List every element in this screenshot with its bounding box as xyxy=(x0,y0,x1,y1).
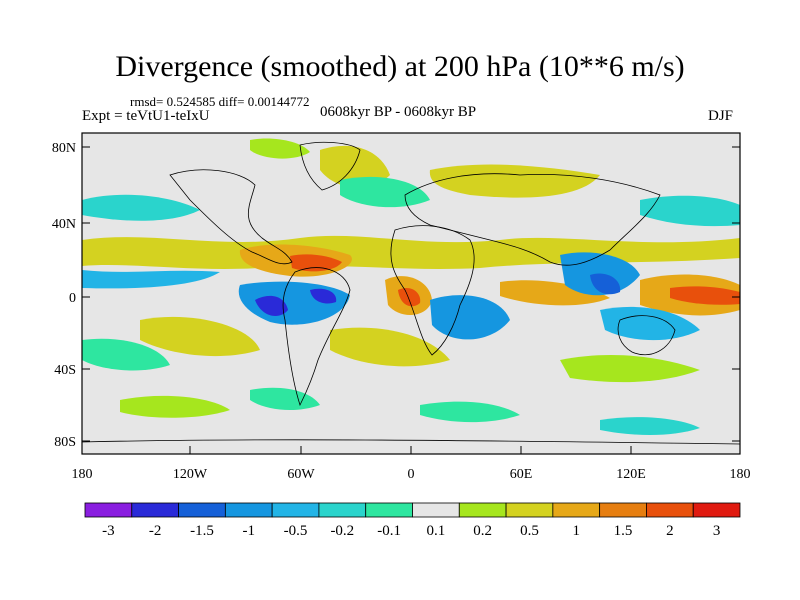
colorbar-swatch xyxy=(505,502,554,518)
field-patch xyxy=(82,338,170,371)
colorbar-label: -0.2 xyxy=(330,523,354,539)
coastline-australia xyxy=(617,315,676,356)
lat-tick-label: 40S xyxy=(54,363,76,378)
colorbar-label: 2 xyxy=(666,523,674,539)
colorbar-label: 0.5 xyxy=(520,523,539,539)
field-patch xyxy=(640,195,740,227)
field-patch xyxy=(255,295,288,316)
coastlines xyxy=(82,141,740,445)
field-patch xyxy=(670,286,740,305)
lon-tick-label: 180 xyxy=(72,467,93,482)
field-patch xyxy=(429,164,600,198)
colorbar-swatch xyxy=(131,502,179,518)
colorbar-swatch xyxy=(552,502,601,518)
colorbar-swatch xyxy=(365,502,413,518)
lon-tick-label: 120W xyxy=(173,467,208,482)
field-patch xyxy=(82,270,220,289)
field-patch xyxy=(250,138,310,159)
lon-tick-label: 60E xyxy=(510,467,533,482)
field-patch xyxy=(600,417,700,435)
field-patch xyxy=(430,295,510,340)
field-patch xyxy=(340,176,430,208)
colorbar-label: -2 xyxy=(149,523,162,539)
colorbar-label: -0.1 xyxy=(377,523,401,539)
colorbar-label: -1 xyxy=(243,523,256,539)
colorbar-label: 0.2 xyxy=(473,523,492,539)
field-patch xyxy=(420,401,520,423)
field-patch xyxy=(600,306,700,341)
divergence-field xyxy=(82,133,740,454)
colorbar-swatch xyxy=(692,502,741,518)
colorbar-swatch xyxy=(271,502,320,518)
field-patch xyxy=(140,316,260,357)
lat-axis: 80N 40N 0 40S 80S xyxy=(52,141,740,450)
field-patch xyxy=(500,280,610,306)
colorbar-swatch xyxy=(84,502,133,518)
colorbar-swatch xyxy=(224,502,273,518)
colorbar-label: 1.5 xyxy=(614,523,633,539)
coastline-africa xyxy=(390,225,475,356)
coastline-north-america xyxy=(169,169,293,265)
lat-tick-label: 0 xyxy=(69,291,76,306)
field-patch xyxy=(120,395,230,418)
colorbar-label: -1.5 xyxy=(190,523,214,539)
field-patch xyxy=(310,288,337,304)
field-patch xyxy=(330,327,450,367)
colorbar: -3 -2 -1.5 -1 -0.5 -0.2 -0.1 0.1 0.2 0.5 1 1.5 2 3 xyxy=(84,502,741,539)
season-label: DJF xyxy=(708,108,734,124)
colorbar-label: -3 xyxy=(102,523,115,539)
coastline-greenland xyxy=(299,141,361,191)
period-label: 0608kyr BP - 0608kyr BP xyxy=(320,104,477,120)
lon-tick-label: 120E xyxy=(616,467,646,482)
lon-tick-label: 60W xyxy=(287,467,315,482)
lon-axis: 180 120W 60W 0 60E 120E 180 xyxy=(72,446,751,482)
coastline-south-america xyxy=(282,267,351,407)
field-patch xyxy=(590,273,621,295)
field-patch xyxy=(290,254,342,272)
colorbar-swatch xyxy=(412,502,460,518)
field-patch xyxy=(398,287,421,307)
colorbar-swatch xyxy=(178,502,226,518)
coastline-eurasia xyxy=(404,173,661,266)
lat-tick-label: 80N xyxy=(52,141,76,156)
colorbar-label: 0.1 xyxy=(427,523,446,539)
lon-tick-label: 0 xyxy=(408,467,415,482)
colorbar-swatch xyxy=(646,502,694,518)
plot-title: Divergence (smoothed) at 200 hPa (10**6 … xyxy=(115,50,685,83)
colorbar-label: 1 xyxy=(573,523,581,539)
colorbar-swatch xyxy=(318,502,367,518)
experiment-label: Expt = teVtU1-teIxU xyxy=(82,108,210,124)
field-patch xyxy=(250,387,320,411)
lat-tick-label: 80S xyxy=(54,435,76,450)
stats-text: rmsd= 0.524585 diff= 0.00144772 xyxy=(130,94,310,109)
coastline-antarctica xyxy=(82,439,740,445)
colorbar-swatch xyxy=(458,502,507,518)
colorbar-swatch xyxy=(599,502,647,518)
colorbar-label: -0.5 xyxy=(284,523,308,539)
lat-tick-label: 40N xyxy=(52,217,76,232)
lon-tick-label: 180 xyxy=(730,467,751,482)
colorbar-label: 3 xyxy=(713,523,721,539)
field-patch xyxy=(82,194,200,221)
field-patch xyxy=(560,355,700,383)
